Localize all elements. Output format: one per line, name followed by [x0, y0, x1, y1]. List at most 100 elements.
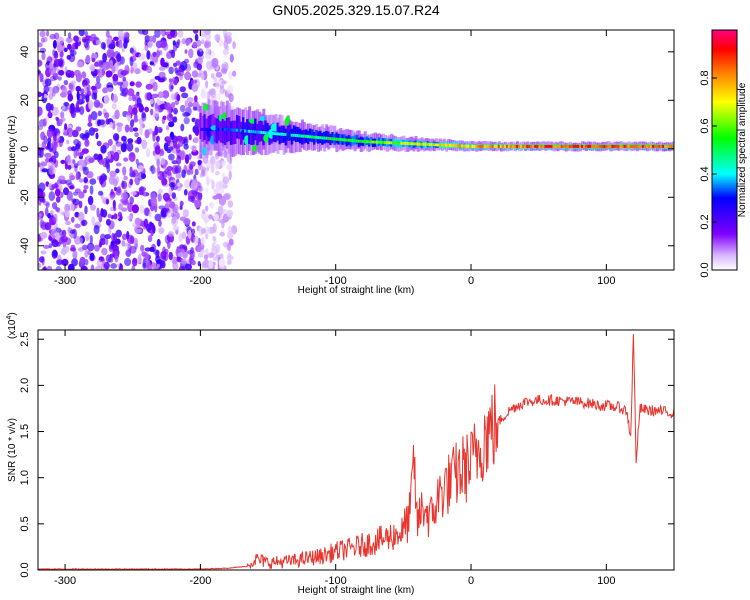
noise-speckle [114, 255, 119, 263]
noise-speckle [127, 138, 134, 144]
signal-core [371, 140, 375, 144]
noise-speckle [191, 228, 196, 235]
noise-speckle [136, 136, 142, 145]
noise-speckle [95, 39, 102, 45]
signal-core [451, 144, 455, 147]
signal-core [643, 144, 647, 148]
signal-core [572, 144, 576, 148]
signal-core [457, 144, 461, 148]
signal-core [658, 144, 662, 148]
signal-core [231, 128, 235, 132]
signal-core [585, 144, 588, 148]
noise-speckle [41, 168, 49, 173]
signal-core [436, 143, 440, 147]
signal-core [386, 141, 390, 145]
noise-speckle [197, 252, 204, 258]
noise-speckle [136, 97, 142, 107]
noise-speckle [144, 106, 150, 113]
noise-speckle [132, 49, 137, 57]
noise-speckle [194, 33, 199, 42]
noise-speckle [61, 258, 69, 266]
noise-speckle [150, 196, 158, 207]
noise-speckle [82, 244, 88, 250]
noise-speckle [53, 52, 59, 59]
noise-speckle [161, 260, 166, 269]
noise-speckle [44, 207, 49, 217]
signal-core [489, 144, 493, 148]
noise-speckle [116, 186, 122, 194]
y-tick-label: 2.5 [19, 332, 31, 347]
signal-core [514, 144, 517, 148]
signal-band [229, 121, 233, 145]
noise-speckle [117, 81, 124, 86]
snr-scale-exponent: 4 [6, 316, 13, 320]
signal-core [662, 144, 666, 148]
noise-speckle [61, 229, 67, 237]
noise-speckle [232, 41, 236, 49]
signal-core [378, 140, 381, 144]
signal-core [639, 144, 643, 148]
signal-core [248, 129, 252, 133]
noise-speckle [152, 81, 158, 92]
noise-speckle [118, 203, 123, 211]
signal-band [231, 120, 235, 145]
signal-band [199, 112, 203, 139]
noise-speckle [91, 57, 96, 63]
noise-speckle [39, 30, 46, 38]
noise-speckle [205, 205, 209, 212]
signal-core [420, 142, 424, 146]
signal-core [398, 141, 402, 145]
signal-band [223, 120, 227, 145]
noise-speckle [85, 95, 89, 102]
signal-core [290, 133, 294, 137]
noise-speckle [117, 39, 123, 49]
noise-speckle [187, 101, 194, 108]
noise-speckle [210, 164, 215, 174]
noise-speckle [222, 48, 229, 56]
noise-speckle [122, 242, 129, 247]
noise-speckle [43, 84, 49, 94]
signal-core [298, 134, 302, 138]
noise-speckle [75, 143, 81, 150]
signal-core [402, 141, 406, 145]
signal-core [317, 136, 321, 139]
noise-speckle [223, 194, 231, 201]
signal-core [264, 131, 268, 135]
noise-speckle [84, 205, 88, 215]
noise-speckle [71, 129, 79, 138]
signal-band [250, 122, 254, 145]
noise-speckle [56, 43, 63, 53]
signal-core [445, 143, 448, 147]
noise-speckle [126, 142, 134, 152]
noise-speckle [89, 178, 97, 185]
noise-speckle [85, 54, 91, 64]
noise-speckle [83, 185, 89, 190]
signal-core [207, 127, 211, 131]
noise-speckle [88, 100, 94, 110]
noise-speckle [231, 70, 237, 77]
noise-speckle [200, 72, 205, 81]
signal-core [668, 144, 672, 148]
noise-speckle [154, 75, 161, 80]
noise-speckle [44, 152, 52, 158]
noise-speckle [166, 113, 174, 122]
noise-speckle [53, 58, 61, 67]
noise-speckle [38, 124, 43, 131]
signal-core [509, 144, 513, 148]
noise-speckle [184, 49, 188, 54]
noise-speckle [76, 90, 80, 101]
noise-speckle [206, 91, 211, 101]
noise-speckle [41, 197, 46, 203]
signal-core [455, 144, 459, 148]
noise-speckle [81, 71, 87, 79]
signal-core [556, 144, 560, 148]
noise-speckle [179, 205, 183, 210]
noise-speckle [105, 70, 113, 78]
noise-speckle [122, 233, 128, 241]
noise-speckle [98, 190, 104, 196]
noise-speckle [123, 139, 127, 149]
noise-speckle [103, 261, 110, 270]
noise-speckle [95, 75, 101, 84]
spectrogram-frame [37, 29, 675, 271]
noise-speckle [126, 110, 131, 116]
